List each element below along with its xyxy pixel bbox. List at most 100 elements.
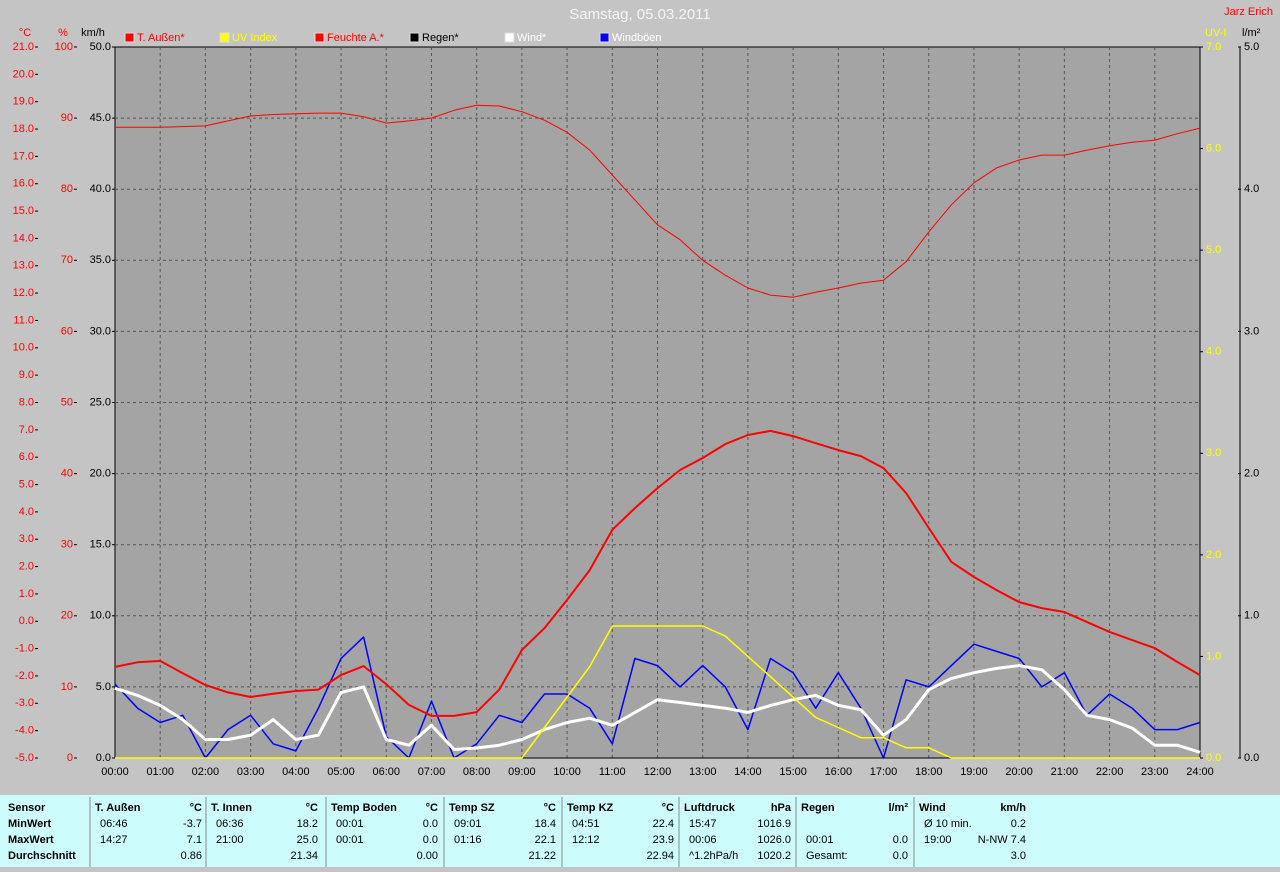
cell-label: Gesamt: xyxy=(806,850,848,862)
cell-value: -3.7 xyxy=(183,818,202,830)
x-tick-label: 11:00 xyxy=(599,766,626,778)
cell-label: 06:36 xyxy=(216,818,244,830)
x-tick-label: 02:00 xyxy=(192,766,220,778)
section-unit: °C xyxy=(190,802,202,814)
y-tick-label: 40.0 xyxy=(90,183,111,195)
y-tick-label: -5.0 xyxy=(15,752,34,764)
x-tick-label: 10:00 xyxy=(553,766,581,778)
cell-label: 12:12 xyxy=(572,834,600,846)
x-tick-label: 01:00 xyxy=(146,766,174,778)
cell-label: 21:00 xyxy=(216,834,244,846)
y-tick-label: 100 xyxy=(55,41,73,53)
x-tick-label: 09:00 xyxy=(508,766,536,778)
y-tick-label: 19.0 xyxy=(13,96,34,108)
y-tick-label: 5.0 xyxy=(96,681,111,693)
cell-value: 3.0 xyxy=(1011,850,1026,862)
cell-label: 00:06 xyxy=(689,834,717,846)
y-tick-label: 4.0 xyxy=(1244,183,1259,195)
row-label: MinWert xyxy=(8,818,52,830)
section-title: Temp KZ xyxy=(567,802,614,814)
legend-swatch xyxy=(219,32,230,43)
x-tick-label: 05:00 xyxy=(327,766,355,778)
y-tick-label: 14.0 xyxy=(13,232,34,244)
y-tick-label: 21.0 xyxy=(13,41,34,53)
legend-swatch xyxy=(314,32,325,43)
y-tick-label: 0.0 xyxy=(19,615,34,627)
y-tick-label: 18.0 xyxy=(13,123,34,135)
y-tick-label: 3.0 xyxy=(1206,447,1221,459)
cell-value: 18.4 xyxy=(535,818,556,830)
y-tick-label: 16.0 xyxy=(13,178,34,190)
x-tick-label: 16:00 xyxy=(825,766,853,778)
y-tick-label: 40 xyxy=(61,468,73,480)
legend-label: T. Außen* xyxy=(137,32,185,44)
section-title: Temp Boden xyxy=(331,802,397,814)
y-tick-label: 1.0 xyxy=(1206,650,1221,662)
cell-value: 22.1 xyxy=(535,834,556,846)
cell-label: 00:01 xyxy=(336,834,364,846)
series-line xyxy=(114,664,1201,754)
x-tick-label: 17:00 xyxy=(870,766,898,778)
y-tick-label: 9.0 xyxy=(19,369,34,381)
cell-value: 0.2 xyxy=(1011,818,1026,830)
section-unit: l/m² xyxy=(888,802,908,814)
y-tick-label: 20 xyxy=(61,610,73,622)
y-tick-label: 6.0 xyxy=(1206,142,1221,154)
y-tick-label: 5.0 xyxy=(19,478,34,490)
row-label: MaxWert xyxy=(8,834,54,846)
axis-label: l/m² xyxy=(1242,27,1261,39)
section-unit: °C xyxy=(544,802,556,814)
cell-value: 23.9 xyxy=(653,834,674,846)
y-tick-label: 2.0 xyxy=(1244,468,1259,480)
y-tick-label: 70 xyxy=(61,254,73,266)
legend-swatch xyxy=(409,32,420,43)
cell-value: 1016.9 xyxy=(757,818,791,830)
y-tick-label: 13.0 xyxy=(13,260,34,272)
legend-label: Regen* xyxy=(422,32,459,44)
cell-value: 7.1 xyxy=(187,834,202,846)
cell-value: 22.4 xyxy=(653,818,674,830)
section-unit: hPa xyxy=(771,802,792,814)
y-tick-label: 20.0 xyxy=(90,468,111,480)
cell-label: 14:27 xyxy=(100,834,128,846)
cell-value: 21.34 xyxy=(290,850,318,862)
legend-label: Wind* xyxy=(517,32,547,44)
section-unit: km/h xyxy=(1000,802,1026,814)
y-tick-label: 45.0 xyxy=(90,112,111,124)
y-tick-label: 15.0 xyxy=(90,539,111,551)
chart-title: Samstag, 05.03.2011 xyxy=(569,6,711,23)
cell-label: 19:00 xyxy=(924,834,952,846)
y-tick-label: 50 xyxy=(61,396,73,408)
section-unit: °C xyxy=(306,802,318,814)
y-tick-label: 30.0 xyxy=(90,325,111,337)
author: Jarz Erich xyxy=(1224,6,1273,18)
cell-value: 21.22 xyxy=(528,850,556,862)
cell-value: 0.0 xyxy=(893,834,908,846)
y-tick-label: 4.0 xyxy=(1206,346,1221,358)
cell-value: N-NW 7.4 xyxy=(978,834,1026,846)
x-tick-label: 21:00 xyxy=(1051,766,1079,778)
section-unit: °C xyxy=(662,802,674,814)
cell-value: 0.00 xyxy=(417,850,438,862)
y-tick-label: 1.0 xyxy=(19,588,34,600)
cell-value: 1026.0 xyxy=(757,834,791,846)
x-tick-label: 22:00 xyxy=(1096,766,1124,778)
y-tick-label: 60 xyxy=(61,325,73,337)
section-title: T. Außen xyxy=(95,802,141,814)
x-tick-label: 03:00 xyxy=(237,766,265,778)
y-tick-label: -4.0 xyxy=(15,725,34,737)
x-tick-label: 19:00 xyxy=(960,766,988,778)
x-tick-label: 04:00 xyxy=(282,766,310,778)
y-tick-label: 2.0 xyxy=(1206,549,1221,561)
legend-label: UV Index xyxy=(232,32,278,44)
y-tick-label: 11.0 xyxy=(13,314,34,326)
x-tick-label: 24:00 xyxy=(1186,766,1214,778)
table-background xyxy=(0,795,1280,867)
cell-value: 22.94 xyxy=(646,850,674,862)
y-tick-label: 3.0 xyxy=(1244,325,1259,337)
cell-label: 01:16 xyxy=(454,834,482,846)
cell-value: 1020.2 xyxy=(757,850,791,862)
axis-label: km/h xyxy=(81,27,105,39)
